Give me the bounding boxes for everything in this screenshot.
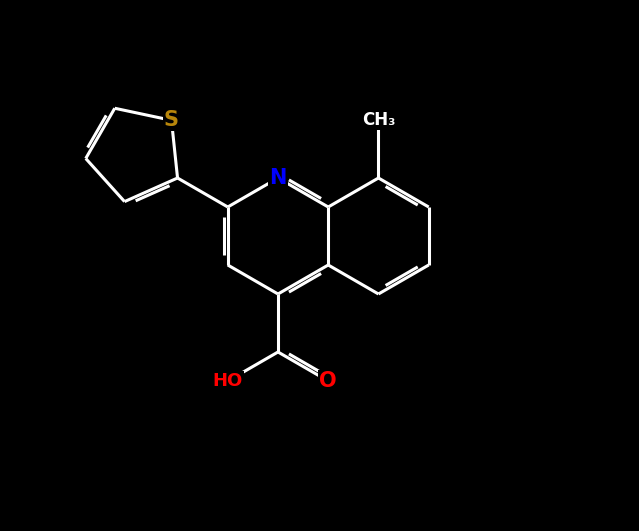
Text: O: O [320, 371, 337, 391]
Text: N: N [269, 168, 287, 188]
Text: CH₃: CH₃ [362, 111, 395, 129]
Text: HO: HO [213, 372, 243, 390]
Text: S: S [164, 110, 179, 130]
